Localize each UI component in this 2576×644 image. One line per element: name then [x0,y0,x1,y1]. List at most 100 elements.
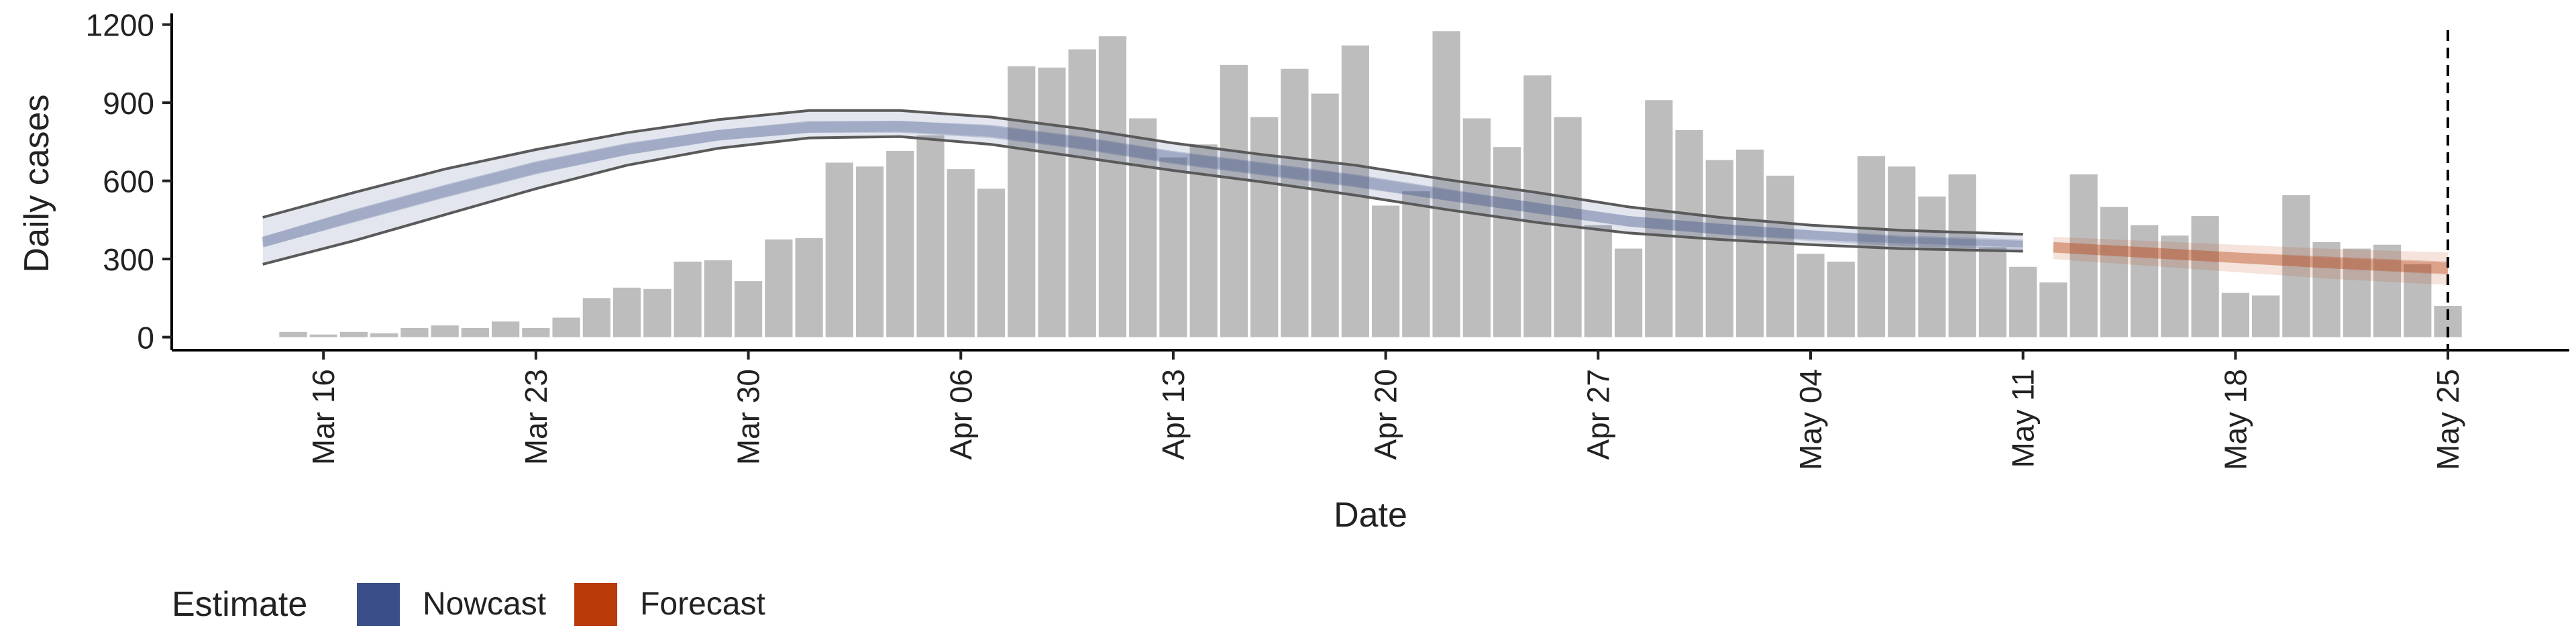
bar [1888,166,1916,337]
x-tick-label: May 18 [2218,369,2253,470]
bar [1675,129,1703,337]
bar [492,321,520,337]
bar [795,238,823,337]
x-tick-label: Apr 27 [1580,369,1615,460]
nowcast-median-line [261,121,2023,250]
bar [1068,49,1096,337]
forecast-outer-band [2053,237,2448,285]
bar [1827,261,1855,337]
y-axis-label: Daily cases [17,95,56,273]
bar [552,317,580,337]
bar [279,331,307,337]
bar [2373,244,2402,337]
bar [2282,195,2310,337]
bars-layer [279,31,2462,337]
y-tick-label: 300 [103,242,154,277]
estimate-bands-layer [261,109,2449,285]
bar [674,261,702,337]
bar [2312,241,2341,337]
forecast-inner-band [2053,241,2448,275]
bar [582,298,610,337]
bar [1281,68,1309,337]
nowcast-legend-swatch [357,583,400,626]
bar [1250,117,1279,337]
bar [1462,118,1491,337]
bar [1402,191,1430,337]
bar [1766,175,1794,337]
bar [2039,282,2068,337]
bar [2131,225,2159,337]
bar [734,281,763,337]
bar [1948,174,1976,337]
bar [977,189,1006,337]
bar [2251,295,2280,337]
bar [1008,66,1036,337]
bar [612,287,641,337]
x-tick-label: May 04 [1793,369,1828,470]
bar [2100,207,2129,337]
nowcast-inner-band [262,121,2023,248]
bar [1645,100,1673,337]
y-tick-label: 900 [103,86,154,121]
x-tick-label: Apr 13 [1156,369,1191,460]
bar [2404,264,2432,337]
bar [2070,174,2098,337]
bar [765,239,793,337]
bar [916,135,945,337]
bar [1614,248,1643,337]
bar [400,327,429,337]
bar [2009,266,2037,337]
bar [2191,216,2219,337]
x-tick-label: May 25 [2430,369,2465,470]
bar [1341,45,1369,337]
bar [704,260,732,337]
x-tick-label: Mar 23 [519,369,553,465]
nowcast-lower-bound-line [262,135,2023,266]
bar [1220,64,1248,337]
bar [370,333,398,337]
bar [1918,196,1946,337]
y-tick-label: 0 [137,321,154,356]
bar [1796,254,1825,337]
bar [461,327,490,337]
bar [1735,150,1764,337]
x-tick-label: Apr 20 [1368,369,1403,460]
nowcast-legend-label: Nowcast [423,586,546,622]
x-tick-label: Mar 30 [731,369,766,465]
x-axis-label: Date [1334,496,1407,535]
bar [1432,31,1460,337]
bar [643,288,672,337]
bar [1372,205,1400,337]
bar [1129,118,1157,337]
bar [1493,147,1521,337]
x-tick-label: Apr 06 [943,369,978,460]
bar [339,331,368,337]
bar [2343,248,2371,337]
bar [825,162,853,337]
bar [1584,225,1612,337]
bar [1159,157,1187,337]
forecast-legend-swatch [574,583,618,626]
forecast-median-line [2053,241,2449,274]
bar [309,334,337,337]
legend-title: Estimate [172,585,307,624]
bar [1705,160,1733,337]
bar [1038,67,1066,337]
ticks-layer: 0 300 600 900 1200 Mar 16 Mar 23 Mar 30 Apr 06 Ap… [86,8,2465,470]
y-tick-label: 1200 [86,8,154,43]
bar [1978,247,2007,337]
forecast-legend-label: Forecast [640,586,765,622]
bar [886,150,914,337]
bar [1311,93,1339,337]
bar [1523,75,1552,337]
bar [947,169,975,337]
bar [2161,235,2189,337]
nowcast-upper-bound-line [262,109,2023,236]
bar [1098,36,1127,337]
legend: Estimate Nowcast Forecast [172,583,765,626]
bar [855,166,884,337]
x-tick-label: May 11 [2006,369,2041,468]
y-tick-label: 600 [103,164,154,199]
